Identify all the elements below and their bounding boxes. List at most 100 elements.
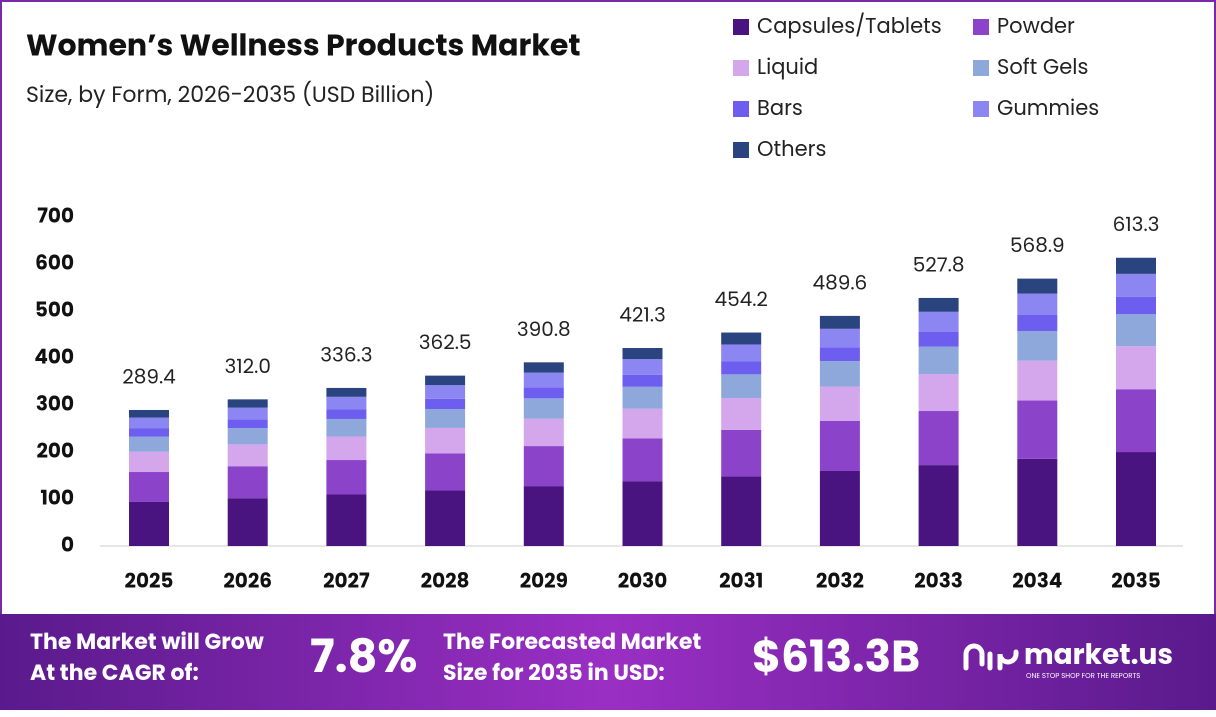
legend-swatch bbox=[973, 19, 989, 35]
bar-segment bbox=[918, 311, 959, 332]
legend-swatch bbox=[733, 19, 749, 35]
bar-segment bbox=[918, 411, 959, 466]
x-tick-label: 2035 bbox=[1111, 567, 1161, 595]
bar-segment bbox=[523, 418, 564, 447]
bar-segment bbox=[425, 409, 466, 428]
bar-segment bbox=[819, 361, 860, 387]
bar-segment bbox=[1116, 346, 1156, 390]
bar-segment bbox=[326, 409, 367, 419]
total-label: 613.3 bbox=[1113, 210, 1160, 238]
legend-label: Gummies bbox=[997, 94, 1099, 123]
bar-segment bbox=[622, 359, 663, 375]
tagline: ONE STOP SHOP FOR THE REPORTS bbox=[1026, 672, 1140, 681]
x-tick-label: 2027 bbox=[323, 567, 370, 595]
bar-segment bbox=[227, 419, 268, 429]
x-tick-label: 2025 bbox=[125, 567, 174, 595]
bar-segment bbox=[721, 332, 762, 345]
x-tick-label: 2032 bbox=[816, 567, 864, 595]
bar-segment bbox=[918, 374, 959, 412]
total-label: 489.6 bbox=[813, 268, 868, 296]
bar-segment bbox=[129, 451, 169, 473]
bar-segment bbox=[1017, 331, 1058, 361]
legend-swatch bbox=[973, 101, 989, 117]
bar-segment bbox=[425, 375, 466, 386]
total-label: 527.8 bbox=[913, 250, 965, 278]
bar-segment bbox=[721, 344, 762, 362]
bar-segment bbox=[1017, 400, 1058, 459]
total-label: 362.5 bbox=[419, 328, 472, 356]
bar-segment bbox=[721, 361, 762, 375]
x-tick-label: 2026 bbox=[223, 567, 272, 595]
bar-segment bbox=[622, 481, 663, 546]
bar-segment bbox=[918, 297, 959, 312]
y-tick-label: 200 bbox=[37, 437, 75, 465]
y-tick-label: 400 bbox=[34, 343, 74, 371]
bar-segment bbox=[721, 476, 762, 546]
bar-segment bbox=[622, 408, 663, 439]
x-tick-label: 2028 bbox=[421, 567, 470, 595]
bar-segment bbox=[1116, 389, 1156, 453]
bar-segment bbox=[622, 347, 663, 360]
legend-label: Bars bbox=[757, 94, 803, 123]
bar-segment bbox=[326, 418, 367, 437]
y-tick-label: 100 bbox=[40, 484, 74, 512]
bar-segment bbox=[1116, 257, 1156, 274]
bar-segment bbox=[1017, 293, 1058, 315]
legend-label: Powder bbox=[997, 12, 1075, 41]
bar-segment bbox=[425, 490, 466, 546]
bar-segment bbox=[1116, 314, 1156, 347]
bar-segment bbox=[1116, 452, 1156, 546]
bar-segment bbox=[425, 398, 466, 410]
footer-text: At the CAGR of: bbox=[30, 657, 199, 688]
bar-segment bbox=[425, 453, 466, 491]
bar-segment bbox=[819, 420, 860, 471]
legend-label: Capsules/Tablets bbox=[757, 12, 942, 41]
bar-segment bbox=[1017, 360, 1058, 401]
y-tick-label: 600 bbox=[35, 249, 74, 277]
bar-segment bbox=[819, 386, 860, 421]
bar-segment bbox=[918, 465, 959, 546]
chart-subtitle: Size, by Form, 2026-2035 (USD Billion) bbox=[26, 79, 434, 110]
total-label: 454.2 bbox=[714, 285, 767, 313]
legend-swatch bbox=[733, 142, 749, 158]
total-label: 568.9 bbox=[1010, 231, 1065, 259]
x-tick-label: 2033 bbox=[914, 567, 963, 595]
y-tick-label: 700 bbox=[37, 202, 74, 230]
x-tick-label: 2029 bbox=[520, 567, 568, 595]
bar-segment bbox=[523, 362, 564, 373]
y-tick-label: 0 bbox=[61, 531, 74, 559]
footer-text: The Market will Grow bbox=[30, 626, 264, 657]
bar-segment bbox=[326, 436, 367, 461]
bar-segment bbox=[129, 428, 169, 437]
total-label: 390.8 bbox=[517, 315, 571, 343]
footer-text: The Forecasted Market bbox=[443, 626, 701, 657]
legend-swatch bbox=[733, 101, 749, 117]
bar-segment bbox=[425, 385, 466, 399]
bar-segment bbox=[326, 387, 367, 397]
bar-segment bbox=[227, 407, 268, 420]
total-label: 289.4 bbox=[122, 362, 176, 390]
footer-text: Size for 2035 in USD: bbox=[443, 657, 665, 688]
bar-segment bbox=[721, 398, 762, 430]
brand-logo bbox=[963, 643, 1019, 671]
bar-segment bbox=[622, 374, 663, 387]
bar-segment bbox=[721, 429, 762, 477]
bar-segment bbox=[918, 331, 959, 347]
total-label: 421.3 bbox=[619, 300, 665, 328]
total-label: 312.0 bbox=[224, 352, 270, 380]
bar-segment bbox=[227, 428, 268, 445]
bar-segment bbox=[425, 427, 466, 454]
y-tick-label: 500 bbox=[35, 296, 74, 324]
footer-value: $613.3B bbox=[752, 626, 920, 687]
bar-segment bbox=[1116, 296, 1156, 315]
total-label: 336.3 bbox=[320, 340, 372, 368]
bar-segment bbox=[129, 472, 169, 502]
bar-segment bbox=[819, 328, 860, 348]
bar-segment bbox=[129, 501, 169, 546]
bar-segment bbox=[819, 315, 860, 329]
legend-swatch bbox=[733, 60, 749, 76]
bar-segment bbox=[129, 436, 169, 452]
bar-segment bbox=[918, 346, 959, 375]
